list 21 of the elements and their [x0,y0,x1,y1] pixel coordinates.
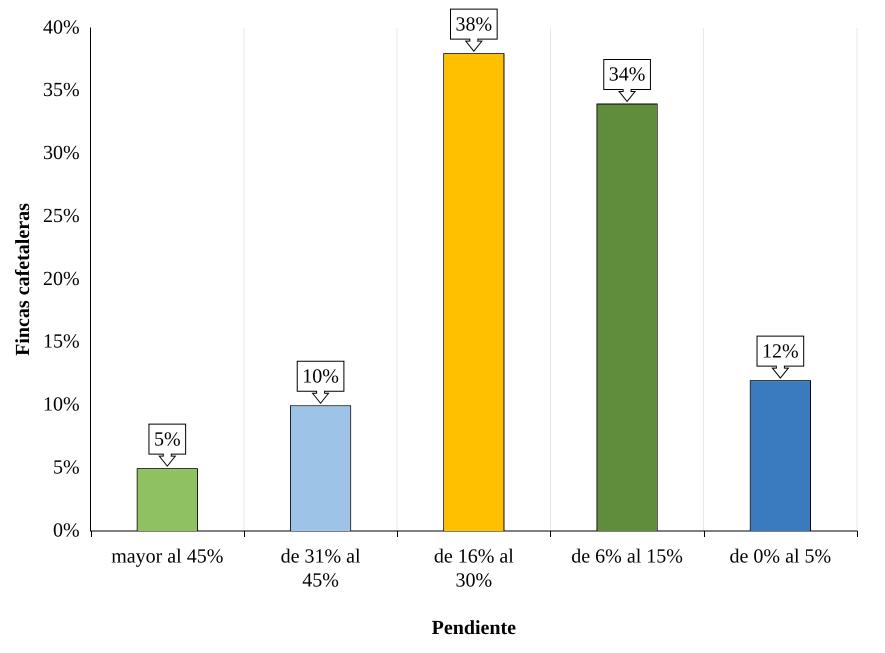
y-tick-label: 10% [42,394,80,416]
x-tick-label: de 31% al 45% [280,545,361,592]
x-tick-label: de 0% al 5% [730,545,832,568]
y-tick-label: 35% [42,79,80,102]
data-label: 12% [762,340,799,362]
y-tick-label: 20% [42,268,80,290]
y-axis-title: Fincas cafetaleras [12,202,34,356]
y-tick-label: 0% [52,519,80,542]
x-tick-label: de 16% al 30% [434,545,514,592]
y-tick-label: 15% [42,330,80,353]
data-label: 38% [455,13,492,36]
data-label: 34% [608,64,646,86]
y-tick-label: 40% [42,16,80,38]
x-tick-label: de 6% al 15% [571,545,683,568]
data-label: 5% [154,428,181,450]
y-tick-label: 25% [42,204,80,227]
y-tick-label: 5% [52,456,80,478]
y-tick-label: 30% [42,142,80,164]
x-tick-label: mayor al 45% [111,545,224,568]
x-axis-title: Pendiente [432,617,516,640]
data-label: 10% [302,366,339,388]
